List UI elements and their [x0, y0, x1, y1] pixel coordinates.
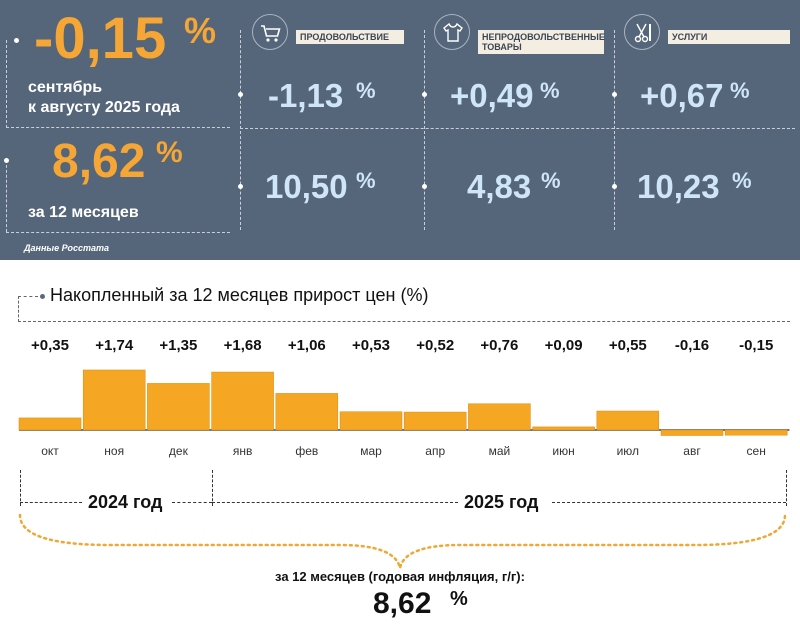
month-change-value: -0,15: [34, 6, 167, 71]
bar-янв: [211, 371, 274, 431]
services-annual-unit: %: [732, 168, 752, 193]
category-label-food: ПРОДОВОЛЬСТВИЕ: [296, 30, 404, 44]
summary-brace: [18, 513, 787, 569]
value-label-фев: +1,06: [288, 337, 326, 354]
bar-апр: [403, 411, 467, 431]
category-label-июл: июл: [617, 444, 639, 458]
category-label-дек: дек: [169, 444, 189, 458]
scissors-comb-icon: [624, 14, 660, 50]
category-label-сен: сен: [747, 444, 766, 458]
bar-июл: [596, 410, 660, 431]
bullet-dot: [238, 184, 243, 189]
food-month-value: -1,13: [268, 77, 344, 114]
value-label-окт: +0,35: [31, 337, 69, 354]
category-label-мар: мар: [360, 444, 382, 458]
category-label-services: УСЛУГИ: [668, 30, 790, 44]
bar-мар: [339, 411, 403, 431]
category-label-янв: янв: [233, 444, 253, 458]
category-label-авг: авг: [683, 444, 701, 458]
year-baseline-2024b: [172, 502, 212, 503]
bullet-dot: [422, 184, 427, 189]
services-month-value: +0,67: [640, 77, 724, 114]
source-note: Данные Росстата: [24, 243, 109, 253]
category-label-ноя: ноя: [104, 444, 124, 458]
bar-май: [468, 403, 531, 431]
category-label-апр: апр: [425, 444, 445, 458]
summary-caption: за 12 месяцев (годовая инфляция, г/г):: [275, 569, 525, 584]
month-change-caption-line1: сентябрь: [28, 79, 103, 96]
divider-row: [240, 128, 795, 129]
food-month-unit: %: [356, 78, 376, 103]
divider-left-top-bottom: [6, 127, 230, 128]
chart-title: Накопленный за 12 месяцев прирост цен (%…: [50, 285, 429, 305]
food-annual-value: 10,50: [265, 168, 348, 205]
month-change-unit: %: [184, 10, 217, 51]
value-label-янв: +1,68: [224, 337, 262, 354]
summary-unit: %: [450, 588, 468, 610]
year-label-2025: 2025 год: [464, 492, 539, 512]
bullet-dot: [238, 92, 243, 97]
bar-дек: [147, 383, 210, 431]
bullet-dot: [4, 158, 9, 163]
year-divider-mid: [212, 470, 213, 506]
value-label-авг: -0,16: [675, 337, 709, 354]
value-label-мар: +0,53: [352, 337, 390, 354]
year-divider-left: [20, 470, 21, 506]
category-label-окт: окт: [41, 444, 59, 458]
divider-left-top: [6, 40, 7, 128]
value-label-сен: -0,15: [739, 337, 773, 354]
nonfood-month-value: +0,49: [450, 77, 534, 114]
year-baseline-2025b: [552, 502, 786, 503]
bar-авг: [660, 429, 724, 436]
category-label-май: май: [489, 444, 511, 458]
divider-left-bottom-base: [6, 232, 230, 233]
title-bracket-bottom: [18, 321, 790, 322]
divider-col1: [240, 30, 241, 230]
divider-col2: [424, 30, 425, 230]
bar-июн: [532, 426, 595, 431]
bar-ноя: [82, 369, 146, 431]
bar-фев: [275, 393, 339, 431]
summary-panel: -0,15 % сентябрь к августу 2025 года 8,6…: [0, 0, 800, 260]
services-month-unit: %: [730, 78, 750, 103]
value-label-июн: +0,09: [545, 337, 583, 354]
value-label-июл: +0,55: [609, 337, 647, 354]
annual-caption: за 12 месяцев: [28, 204, 139, 221]
food-annual-unit: %: [356, 168, 376, 193]
value-label-апр: +0,52: [416, 337, 454, 354]
category-label-июн: июн: [552, 444, 574, 458]
title-bracket-left: [18, 296, 19, 322]
bullet-dot: [612, 184, 617, 189]
year-baseline-2025: [212, 502, 458, 503]
value-label-ноя: +1,74: [95, 337, 134, 354]
bullet-dot: [612, 92, 617, 97]
divider-left-bottom: [6, 160, 7, 232]
bar-сен: [724, 429, 788, 436]
year-divider-right: [786, 470, 787, 506]
month-change-caption-line2: к августу 2025 года: [28, 99, 180, 116]
year-baseline-2024: [20, 502, 82, 503]
bullet-dot: [40, 294, 45, 299]
annual-value: 8,62: [52, 135, 146, 188]
clothing-icon: [434, 14, 470, 50]
value-label-дек: +1,35: [159, 337, 197, 354]
value-label-май: +0,76: [480, 337, 518, 354]
divider-col3: [614, 30, 615, 230]
bullet-dot: [422, 92, 427, 97]
services-annual-value: 10,23: [637, 168, 720, 205]
nonfood-annual-value: 4,83: [467, 168, 532, 205]
shopping-cart-icon: [252, 14, 288, 50]
bar-chart: +0,35 окт +1,74 ноя +1,35 дек +1,68 янв +1,06 фев…: [18, 337, 790, 458]
summary-value: 8,62: [373, 587, 432, 620]
category-label-фев: фев: [295, 444, 318, 458]
nonfood-month-unit: %: [540, 78, 560, 103]
nonfood-annual-unit: %: [541, 168, 561, 193]
title-bracket-top: [18, 296, 38, 297]
annual-unit: %: [156, 136, 183, 169]
year-label-2024: 2024 год: [88, 492, 163, 512]
bullet-dot: [14, 38, 19, 43]
category-label-nonfood: НЕПРОДОВОЛЬСТВЕННЫЕ ТОВАРЫ: [478, 30, 605, 54]
bar-окт: [18, 417, 82, 431]
